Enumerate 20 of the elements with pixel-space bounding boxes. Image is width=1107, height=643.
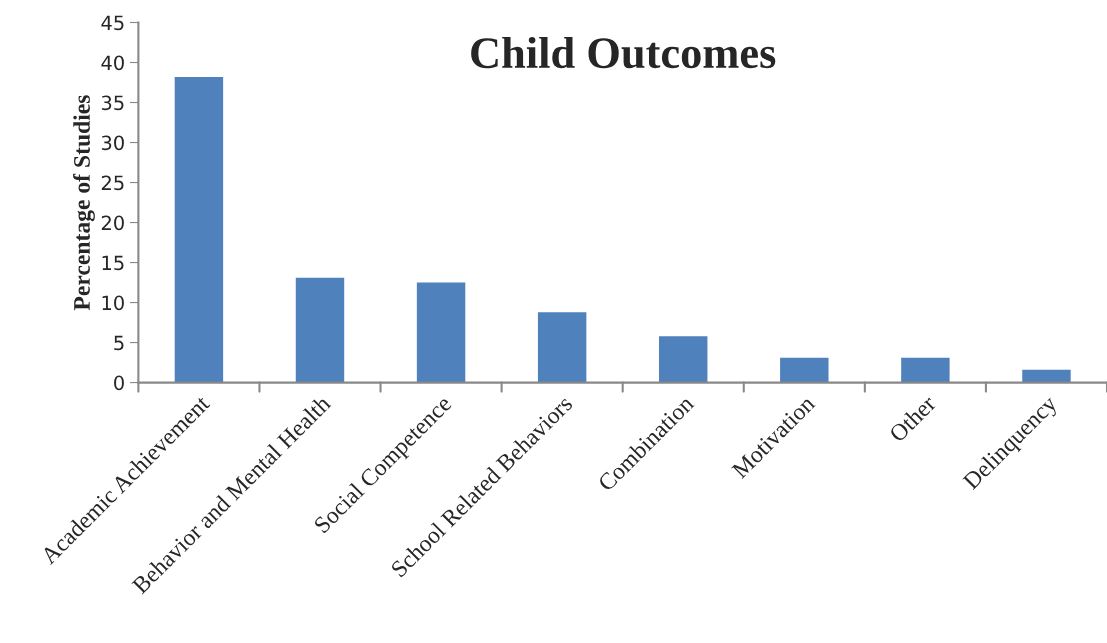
bar — [537, 312, 587, 383]
bar — [901, 357, 950, 383]
y-tick-label: 20 — [101, 215, 124, 231]
chart-title: Child Outcomes — [471, 36, 776, 69]
bar — [416, 282, 466, 383]
y-tick-label: 30 — [101, 135, 124, 151]
y-tick-label: 5 — [114, 335, 124, 351]
y-tick-label: 35 — [101, 95, 124, 111]
y-tick-label: 10 — [102, 295, 124, 311]
y-tick-label: 45 — [101, 15, 124, 31]
y-tick-label: 0 — [114, 375, 124, 391]
y-axis-title: Percentage of Studies — [73, 95, 95, 311]
y-tick-label: 25 — [101, 175, 124, 191]
bar — [295, 277, 345, 383]
y-tick-label: 40 — [101, 55, 124, 71]
y-tick-label: 15 — [102, 255, 124, 271]
bar — [1022, 369, 1071, 383]
bar — [659, 336, 708, 383]
bar — [780, 357, 829, 383]
bar — [174, 76, 224, 383]
